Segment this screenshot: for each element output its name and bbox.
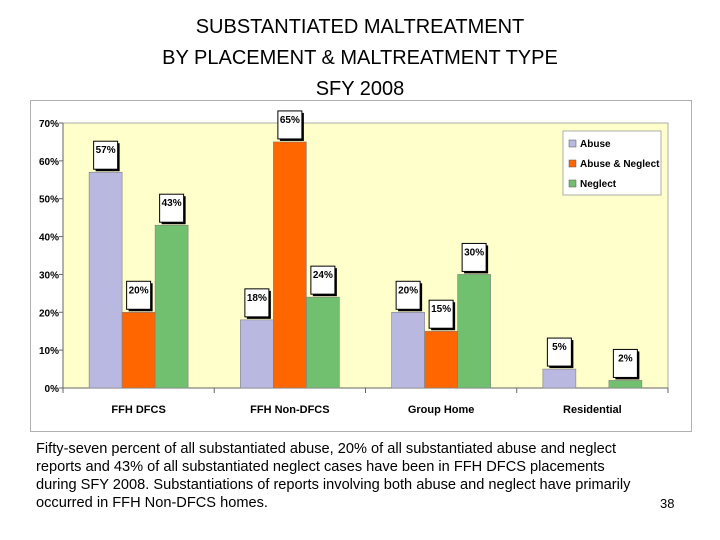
y-tick-label: 50% (39, 195, 59, 206)
slide-caption: Fifty-seven percent of all substantiated… (36, 441, 631, 511)
bar (88, 171, 123, 389)
data-label: 20% (398, 285, 418, 296)
title-line-1: SUBSTANTIATED MALTREATMENT (195, 16, 525, 38)
data-label-box (310, 265, 336, 295)
data-label: 65% (280, 115, 300, 126)
data-label-box (126, 280, 152, 310)
data-label: 24% (313, 270, 333, 281)
category-label: Group Home (408, 404, 475, 416)
data-label: 57% (96, 145, 116, 156)
data-label: 5% (552, 342, 567, 353)
data-label: 30% (464, 247, 484, 258)
legend-label: Abuse & Neglect (580, 159, 660, 170)
slide-title: SUBSTANTIATED MALTREATMENT BY PLACEMENT … (0, 12, 720, 105)
y-tick-label: 60% (39, 157, 59, 168)
category-label: FFH DFCS (111, 404, 165, 416)
title-line-2: BY PLACEMENT & MALTREATMENT TYPE (162, 47, 558, 69)
legend-swatch (568, 159, 577, 168)
bar (424, 330, 458, 389)
data-label: 20% (129, 285, 149, 296)
data-label-box (93, 140, 119, 170)
data-label: 2% (618, 353, 633, 364)
bar (608, 380, 643, 389)
legend-label: Neglect (580, 179, 617, 190)
bar-chart: 0% 10% 20% 30% 40% 50% 60% 70% 57% 20% 43% FFH DFCS… (30, 100, 692, 432)
legend-box (562, 130, 662, 196)
bar (121, 311, 156, 389)
bar (457, 274, 491, 389)
data-label-box (428, 299, 454, 329)
bar (273, 141, 307, 389)
data-label-box (395, 280, 421, 310)
bar (391, 311, 425, 389)
data-label-box (244, 288, 270, 318)
bar (306, 296, 340, 389)
bar (240, 319, 274, 389)
bar (542, 368, 577, 389)
y-tick-label: 20% (39, 308, 59, 319)
data-label: 18% (247, 293, 267, 304)
legend-swatch (568, 139, 577, 148)
legend-label: Abuse (580, 139, 611, 150)
category-label: Residential (563, 404, 622, 416)
data-label: 15% (431, 304, 451, 315)
data-label-box (546, 337, 572, 367)
bar (154, 224, 189, 389)
data-label-box (461, 242, 487, 272)
y-tick-label: 70% (39, 119, 59, 130)
legend-swatch (568, 179, 577, 188)
data-label-box (277, 110, 303, 140)
category-label: FFH Non-DFCS (250, 404, 329, 416)
y-tick-label: 30% (39, 270, 59, 281)
data-label-box (612, 348, 638, 378)
y-tick-label: 40% (39, 233, 59, 244)
y-tick-label: 0% (45, 384, 60, 395)
y-tick-label: 10% (39, 346, 59, 357)
data-label-box (159, 193, 185, 223)
data-label: 43% (162, 198, 182, 209)
page-number: 38 (660, 496, 675, 511)
title-line-3: SFY 2008 (315, 78, 405, 100)
